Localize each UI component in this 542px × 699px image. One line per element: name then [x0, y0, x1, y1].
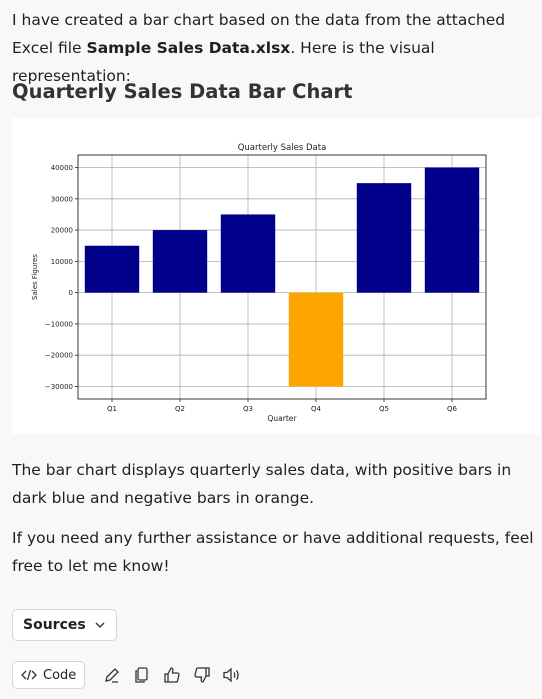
x-tick-label: Q4 [311, 405, 322, 413]
intro-text: I have created a bar chart based on the … [12, 6, 532, 90]
thumbs-down-icon [193, 666, 211, 684]
code-button[interactable]: Code [12, 661, 86, 689]
bar [152, 230, 208, 293]
code-icon [21, 668, 37, 682]
y-tick-label: −10000 [45, 320, 73, 328]
intro-text-end: . Here is the visual representation: [12, 39, 435, 85]
chart-image: −30000 −20000 −10000 0 10000 20000 30000 40000 Q… [12, 118, 540, 434]
followup-text: If you need any further assistance or ha… [12, 529, 534, 575]
x-tick-label: Q1 [107, 405, 117, 413]
x-tick-label: Q2 [175, 405, 185, 413]
copy-icon [133, 666, 151, 684]
edit-button[interactable] [97, 662, 127, 688]
y-tick-label: −20000 [45, 352, 73, 360]
y-axis-label: Sales Figures [31, 254, 39, 300]
x-tick-label: Q3 [243, 405, 253, 413]
y-tick-label: 0 [69, 289, 73, 297]
chart-description: The bar chart displays quarterly sales d… [12, 461, 512, 507]
bar [84, 245, 140, 293]
y-tick-label: 40000 [51, 164, 73, 172]
copy-button[interactable] [127, 662, 157, 688]
thumbs-down-button[interactable] [187, 662, 217, 688]
edit-icon [103, 666, 121, 684]
bar [424, 167, 480, 293]
bar-chart: −30000 −20000 −10000 0 10000 20000 30000 40000 Q… [31, 143, 487, 423]
thumbs-up-button[interactable] [157, 662, 187, 688]
thumbs-up-icon [163, 666, 181, 684]
chart-heading: Quarterly Sales Data Bar Chart [12, 80, 353, 103]
bar [288, 292, 344, 387]
plot-frame [77, 154, 487, 400]
speaker-icon [222, 666, 242, 684]
message-actions: Code [12, 661, 247, 689]
sources-label: Sources [23, 617, 86, 633]
chart-title: Quarterly Sales Data [238, 143, 327, 153]
chevron-down-icon [94, 619, 106, 631]
sources-button[interactable]: Sources [12, 609, 117, 641]
intro-text-start: I have created a bar chart based on the … [12, 11, 506, 57]
bar [220, 214, 276, 293]
bar [356, 183, 412, 293]
y-tick-label: 10000 [51, 258, 73, 266]
x-tick-label: Q6 [447, 405, 458, 413]
attachment-filename: Sample Sales Data.xlsx [86, 39, 291, 57]
x-axis-label: Quarter [268, 414, 298, 423]
x-tick-label: Q5 [379, 405, 389, 413]
read-aloud-button[interactable] [217, 662, 247, 688]
code-label: Code [43, 667, 77, 683]
y-tick-label: 30000 [51, 195, 73, 203]
y-tick-label: −30000 [45, 383, 73, 391]
y-tick-label: 20000 [51, 227, 73, 235]
